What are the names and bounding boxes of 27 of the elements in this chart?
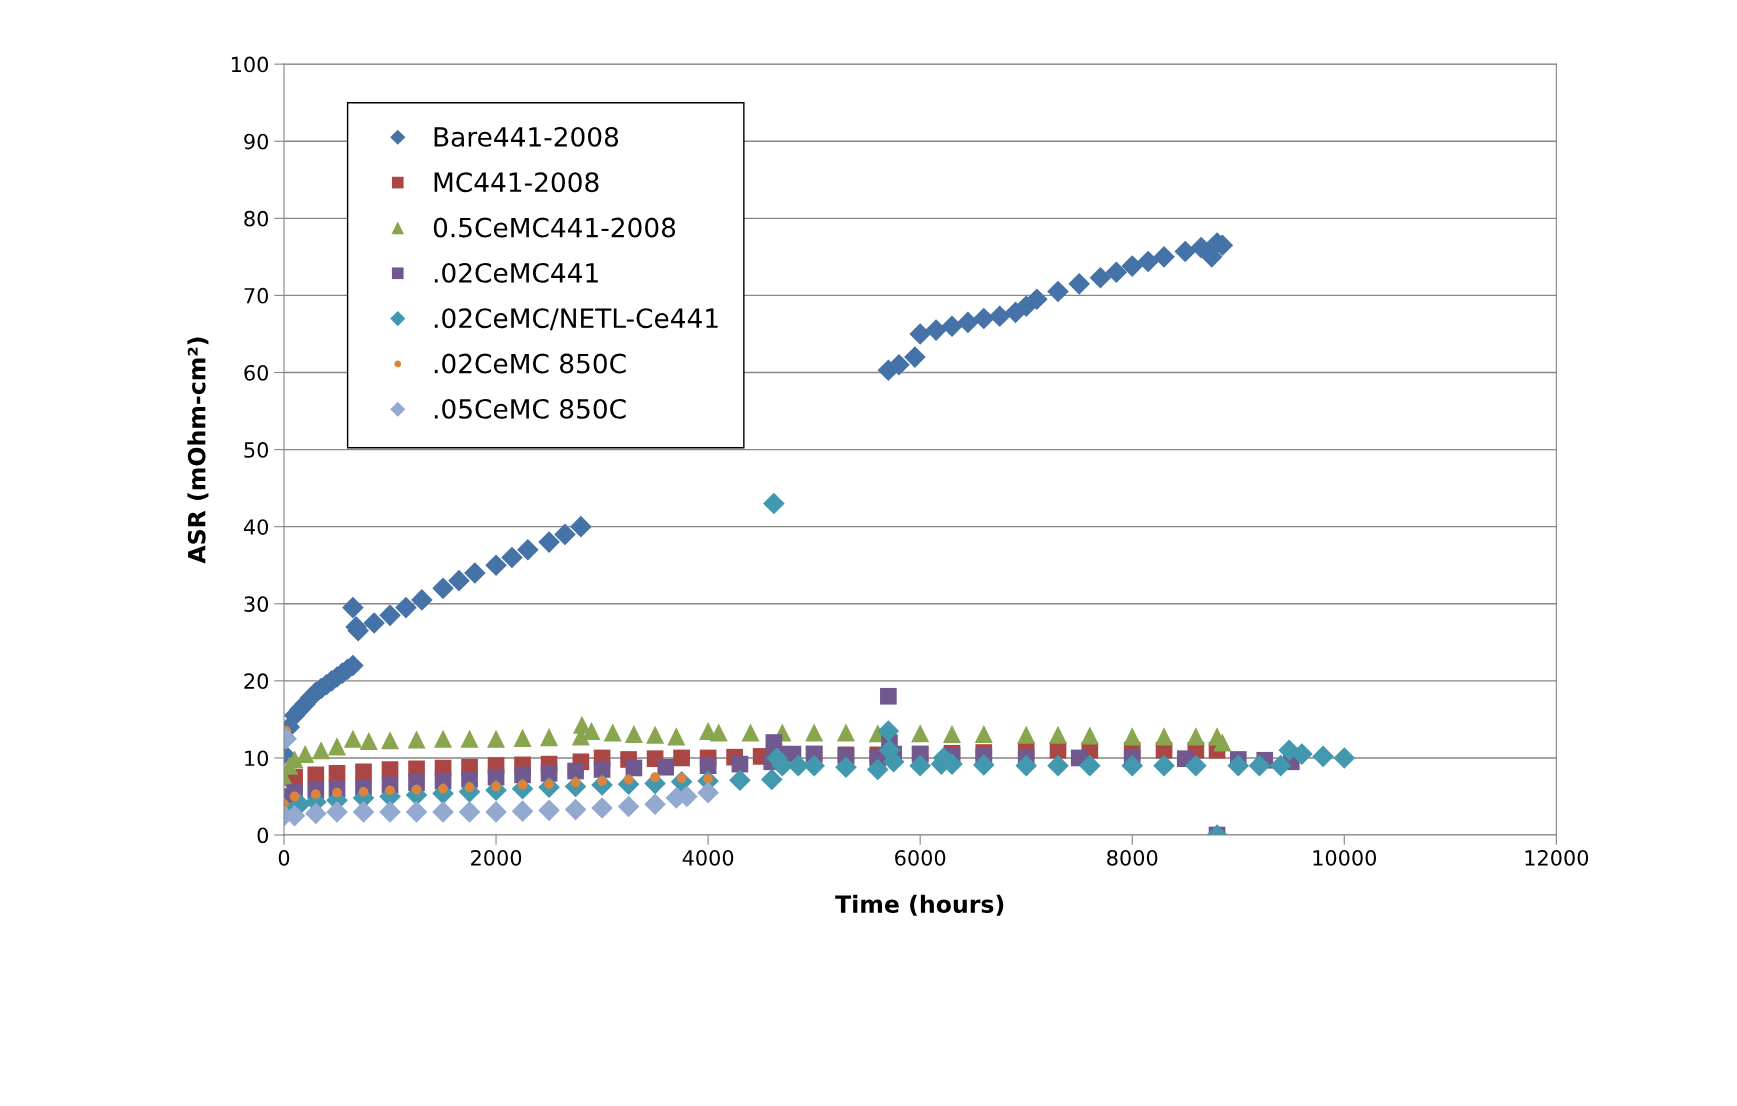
legend-label: 0.5CeMC441-2008 xyxy=(433,217,676,238)
x-axis-title: Time (hours) xyxy=(835,894,1004,916)
y-tick-label: 60 xyxy=(244,364,269,381)
y-tick-label: 90 xyxy=(244,133,269,150)
legend-label: .02CeMC441 xyxy=(434,262,598,283)
legend-label: Bare441-2008 xyxy=(434,126,619,147)
y-tick-label: 30 xyxy=(244,596,269,612)
y-tick-label: 80 xyxy=(244,210,269,227)
y-axis-title: ASR (mOhm-cm²) xyxy=(187,337,209,564)
legend-label: .05CeMC 850C xyxy=(434,398,626,419)
x-tick-label: 6000 xyxy=(895,849,946,866)
y-tick-label: 20 xyxy=(244,673,269,690)
x-tick-label: 8000 xyxy=(1107,849,1158,866)
y-tick-label: 10 xyxy=(245,750,269,767)
legend-label: .02CeMC 850C xyxy=(434,353,626,374)
legend-label: .02CeMC/NETL-Ce441 xyxy=(434,308,718,331)
x-tick-label: 10000 xyxy=(1313,849,1377,866)
y-tick-label: 100 xyxy=(231,56,269,73)
y-tick-label: 70 xyxy=(244,287,269,304)
legend-label: MC441-2008 xyxy=(434,172,599,193)
x-tick-label: 12000 xyxy=(1525,849,1589,866)
y-tick-label: 0 xyxy=(257,827,269,844)
x-tick-label: 0 xyxy=(278,849,290,866)
x-tick-label: 2000 xyxy=(471,849,522,866)
y-tick-label: 50 xyxy=(244,442,269,458)
x-tick-label: 4000 xyxy=(682,849,734,866)
y-tick-label: 40 xyxy=(243,519,269,535)
